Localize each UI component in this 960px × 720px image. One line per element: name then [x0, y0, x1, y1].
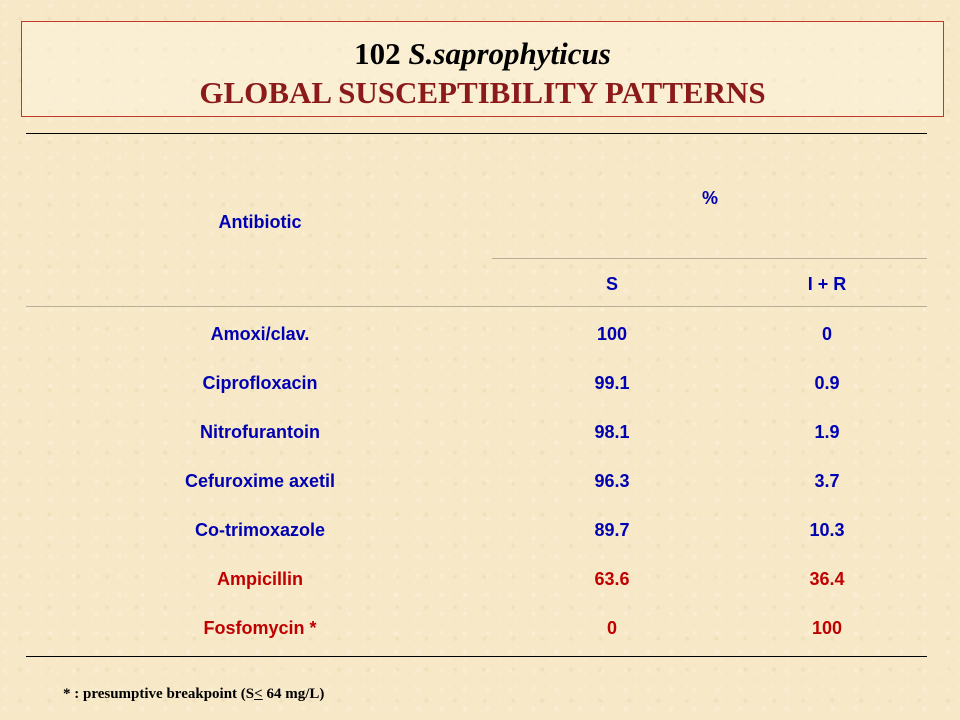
footnote-prefix: * : presumptive breakpoint (S [63, 686, 255, 702]
cell-s: 0 [606, 618, 617, 638]
footnote-suffix: 64 mg/L) [262, 686, 325, 702]
cell-ir: 1.9 [814, 422, 840, 442]
cell-ir: 0 [821, 324, 832, 344]
header-antibiotic: Antibiotic [218, 212, 302, 232]
cell-antibiotic: Co-trimoxazole [194, 520, 326, 540]
cell-ir: 36.4 [809, 569, 845, 589]
percent-header-rule [492, 258, 927, 259]
cell-antibiotic: Nitrofurantoin [200, 422, 320, 442]
cell-s: 98.1 [594, 422, 630, 442]
cell-antibiotic: Cefuroxime axetil [184, 471, 336, 491]
footnote-symbol: < [254, 686, 263, 702]
cell-s: 99.1 [594, 373, 630, 393]
cell-antibiotic: Ampicillin [216, 569, 303, 589]
header-bottom-rule [26, 306, 927, 307]
cell-ir: 0.9 [814, 373, 840, 393]
cell-antibiotic: Ciprofloxacin [202, 373, 318, 393]
table-top-rule [26, 133, 927, 134]
sample-count: 102 [354, 36, 401, 71]
table-bottom-rule [26, 656, 927, 657]
cell-s: 89.7 [594, 520, 630, 540]
organism-name: S.saprophyticus [408, 36, 611, 71]
header-s: S [605, 274, 618, 294]
header-ir: I + R [807, 274, 847, 294]
header-percent: % [701, 188, 718, 208]
cell-ir: 100 [811, 618, 843, 638]
footnote: * : presumptive breakpoint (S< 64 mg/L) [63, 686, 324, 703]
cell-s: 63.6 [594, 569, 630, 589]
page-title: 102 S.saprophyticus [22, 36, 943, 72]
cell-antibiotic: Fosfomycin * [203, 618, 317, 638]
cell-s: 100 [596, 324, 628, 344]
cell-antibiotic: Amoxi/clav. [210, 324, 310, 344]
cell-ir: 3.7 [814, 471, 840, 491]
cell-ir: 10.3 [809, 520, 845, 540]
page-subtitle: GLOBAL SUSCEPTIBILITY PATTERNS [199, 75, 766, 110]
cell-s: 96.3 [594, 471, 630, 491]
title-box: 102 S.saprophyticus GLOBAL SUSCEPTIBILIT… [21, 21, 944, 117]
